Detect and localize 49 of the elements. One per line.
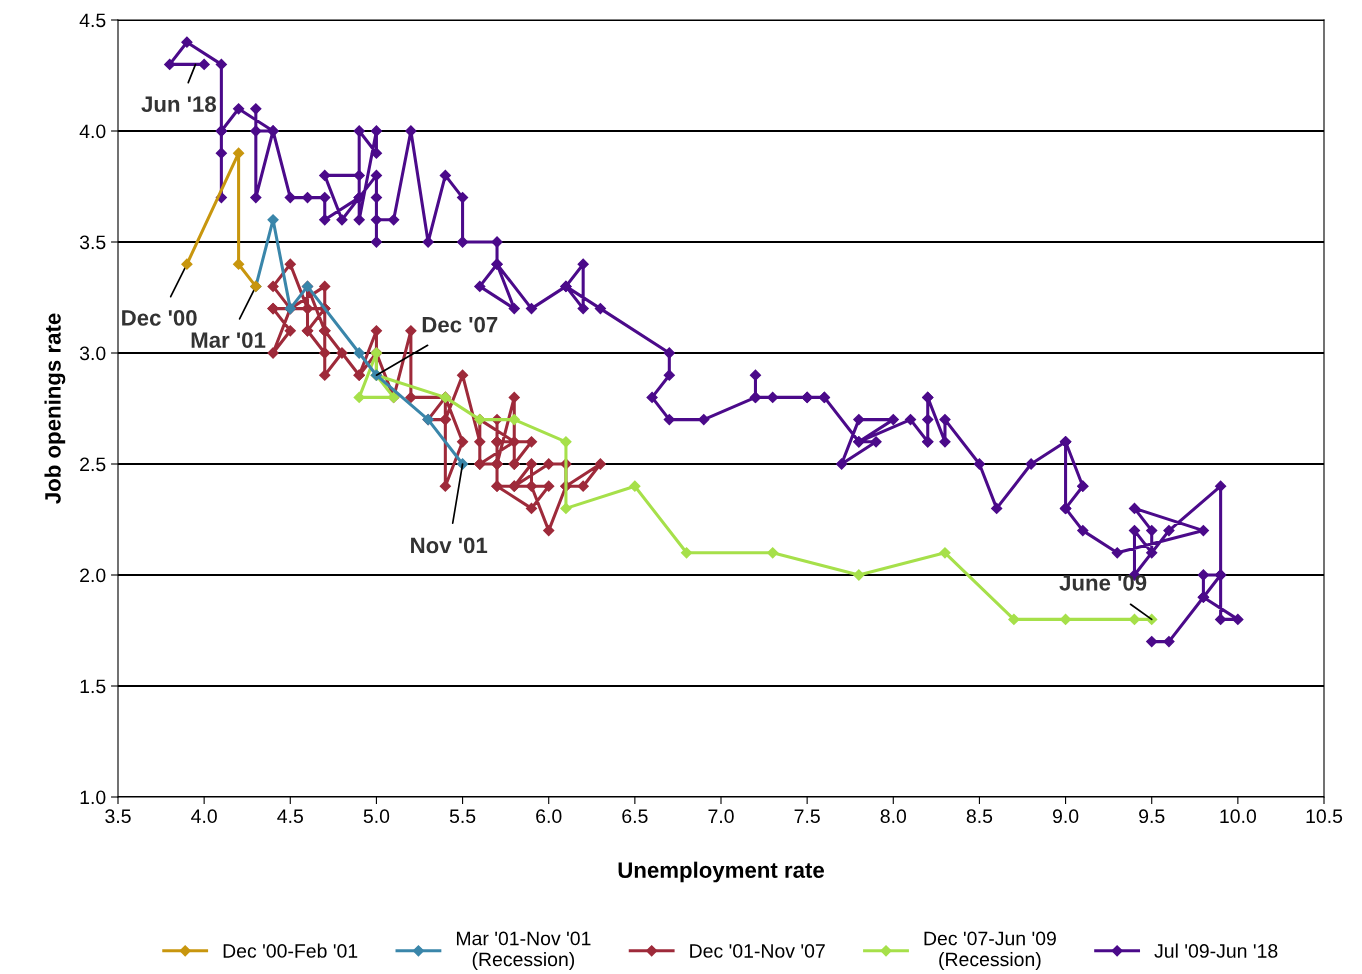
x-tick-label: 10.0 xyxy=(1220,809,1257,824)
legend-label: Jul '09-Jun '18 xyxy=(1154,943,1278,958)
legend-label: Dec '07-Jun '09 (Recession) xyxy=(924,931,1056,971)
y-tick-label: 1.0 xyxy=(80,790,106,805)
annotation: Nov '01 xyxy=(411,537,488,554)
y-tick-label: 1.5 xyxy=(80,679,106,694)
annotation: Jun '18 xyxy=(141,96,217,113)
point xyxy=(1008,613,1020,626)
annotation: June '09 xyxy=(1059,574,1147,591)
annotation: Mar '01 xyxy=(191,332,266,348)
x-tick-label: 8.5 xyxy=(966,809,993,824)
x-tick-label: 3.5 xyxy=(105,809,131,824)
point xyxy=(353,391,365,404)
y-tick-label: 2.5 xyxy=(80,457,106,472)
x-tick-label: 5.5 xyxy=(449,809,476,824)
x-tick-label: 9.0 xyxy=(1052,809,1079,824)
point xyxy=(232,147,245,159)
point xyxy=(232,258,245,270)
x-tick-label: 10.5 xyxy=(1306,809,1343,824)
point xyxy=(767,547,779,559)
point xyxy=(560,436,572,448)
y-tick-label: 2.0 xyxy=(80,568,106,583)
legend-label: Dec '01-Nov '07 xyxy=(690,944,825,958)
x-tick-label: 5.0 xyxy=(363,809,390,824)
y-tick-label: 3.5 xyxy=(79,235,106,250)
y-tick-label: 3.0 xyxy=(79,346,106,361)
point xyxy=(853,569,865,581)
y-tick-label: 4.5 xyxy=(79,13,106,28)
point xyxy=(939,547,951,559)
point xyxy=(680,547,693,559)
x-tick-label: 4.0 xyxy=(191,809,217,824)
x-tick-label: 6.0 xyxy=(536,809,562,824)
point xyxy=(629,480,641,492)
x-tick-label: 9.5 xyxy=(1139,809,1165,824)
point xyxy=(353,347,365,359)
x-tick-label: 7.0 xyxy=(708,809,734,824)
point xyxy=(181,258,193,270)
x-tick-label: 4.5 xyxy=(277,809,303,824)
point xyxy=(560,502,572,515)
legend-label: Mar '01-Nov '01 (Recession) xyxy=(456,931,591,971)
annotation: Dec '07 xyxy=(422,316,498,333)
x-tick-label: 7.5 xyxy=(794,809,820,824)
x-tick-label: 8.0 xyxy=(880,809,907,824)
x-axis-title: Unemployment rate xyxy=(618,861,824,883)
x-tick-label: 6.5 xyxy=(622,809,648,824)
legend-label: Dec '00-Feb '01 xyxy=(223,943,358,958)
y-tick-label: 4.0 xyxy=(79,124,106,139)
annotation: Dec '00 xyxy=(122,309,197,326)
y-axis-title: Job openings rate xyxy=(44,313,66,504)
